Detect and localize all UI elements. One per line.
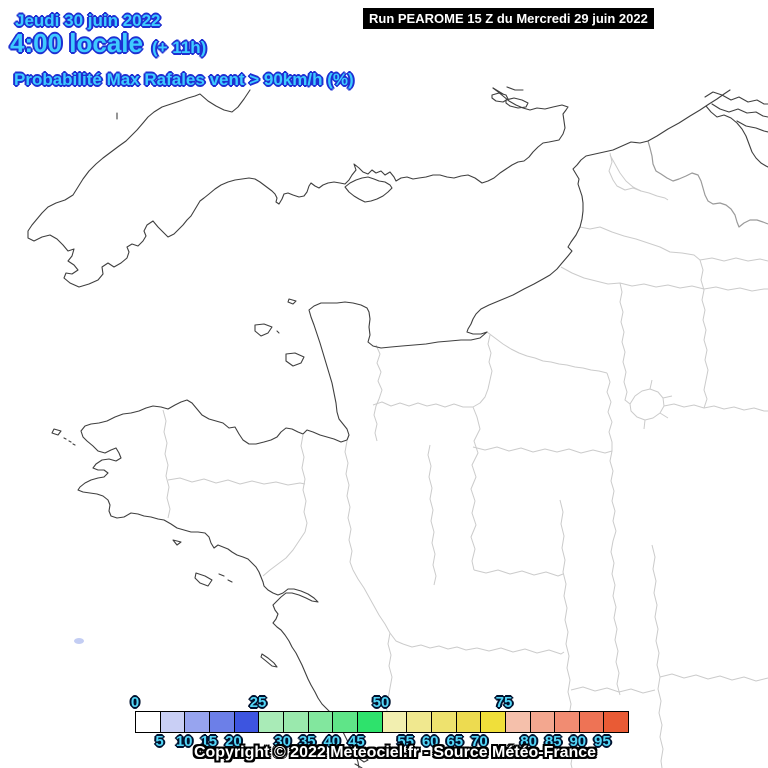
jersey <box>285 352 305 367</box>
legend-tick-25: 25 <box>249 694 267 711</box>
alderney <box>287 298 297 305</box>
legend-cell-25 <box>259 712 284 732</box>
legend-tick-20: 20 <box>225 733 242 750</box>
legend-cell-70 <box>481 712 506 732</box>
legend-cell-90 <box>579 712 605 732</box>
ile-de-re <box>348 745 369 763</box>
legend-tick-75: 75 <box>495 694 513 711</box>
legend-cell-55 <box>407 712 432 732</box>
england-coast <box>27 87 569 288</box>
legend-cell-40 <box>333 712 358 732</box>
legend-tick-15: 15 <box>200 733 218 750</box>
houat <box>218 573 225 577</box>
department-boundaries <box>162 152 768 768</box>
coastlines <box>27 86 768 768</box>
legend-cell-45 <box>357 712 383 732</box>
legend-tick-30: 30 <box>274 733 291 750</box>
legend-tick-50: 50 <box>372 694 390 711</box>
legend-tick-0: 0 <box>130 694 140 711</box>
legend-tick-45: 45 <box>348 733 365 750</box>
legend-tick-80: 80 <box>520 733 537 750</box>
legend-cell-60 <box>431 712 457 732</box>
country-border <box>647 140 768 228</box>
legend-cell-85 <box>555 712 580 732</box>
legend-tick-60: 60 <box>421 733 439 750</box>
legend-tick-5: 5 <box>155 733 164 750</box>
run-info-box: Run PEAROME 15 Z du Mercredi 29 juin 202… <box>363 8 654 29</box>
run-info-label: Run PEAROME 15 Z du Mercredi 29 juin 202… <box>369 11 648 26</box>
date-label: Jeudi 30 juin 2022 <box>15 11 161 30</box>
thames-island <box>505 97 529 109</box>
legend-tick-70: 70 <box>471 733 488 750</box>
legend-cell-35 <box>308 712 334 732</box>
probability-patches <box>74 638 84 644</box>
france-coast <box>77 89 731 768</box>
belle-ile <box>194 572 213 587</box>
ouessant <box>51 428 62 436</box>
probability-legend <box>135 711 629 733</box>
copyright-label: Copyright © 2022 Meteociel.fr - Source M… <box>193 744 597 761</box>
legend-cell-30 <box>283 712 309 732</box>
forecast-offset-label: (+ 11h) <box>152 38 207 57</box>
time-label: 4:00 locale <box>10 28 143 58</box>
probability-patch <box>74 638 84 644</box>
legend-cell-50 <box>382 712 408 732</box>
guernsey <box>254 323 273 337</box>
legend-cell-15 <box>209 712 235 732</box>
legend-cell-20 <box>234 712 260 732</box>
channel-islands <box>254 298 305 367</box>
legend-tick-95: 95 <box>594 733 611 750</box>
hoedic <box>227 579 233 583</box>
legend-tick-35: 35 <box>298 733 316 750</box>
legend-cell-65 <box>456 712 482 732</box>
variable-label: Probabilité Max Rafales vent > 90km/h (%… <box>14 70 354 89</box>
groix <box>172 539 182 546</box>
scheldt-river <box>705 105 768 168</box>
legend-tick-10: 10 <box>175 733 193 750</box>
atlantic-islands <box>51 428 369 768</box>
noirmoutier <box>260 653 278 668</box>
legend-tick-90: 90 <box>569 733 587 750</box>
legend-cell-80 <box>530 712 556 732</box>
legend-cell-75 <box>505 712 531 732</box>
legend-tick-40: 40 <box>323 733 341 750</box>
legend-tick-85: 85 <box>544 733 562 750</box>
legend-cell-0 <box>136 712 161 732</box>
isle-of-wight <box>344 176 393 203</box>
legend-tick-65: 65 <box>446 733 464 750</box>
legend-cell-5 <box>160 712 186 732</box>
legend-cell-95 <box>604 712 629 732</box>
sark <box>276 330 280 334</box>
zeeland-islands <box>704 91 768 168</box>
legend-tick-55: 55 <box>397 733 414 750</box>
legend-cell-10 <box>185 712 210 732</box>
